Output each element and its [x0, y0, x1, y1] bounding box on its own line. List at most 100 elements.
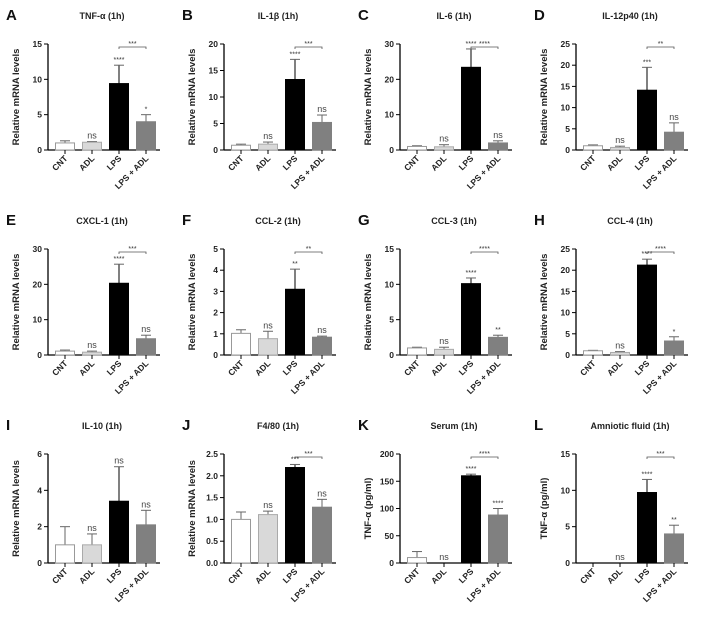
bracket-significance: ****	[479, 41, 490, 48]
panel-d: D IL-12p40 (1h) Relative mRNA levels 0 5 10 15…	[534, 7, 688, 191]
x-tick-label: ADL	[253, 153, 272, 172]
bracket-significance: ***	[128, 246, 136, 253]
y-tick-label: 3	[213, 286, 218, 296]
y-tick-label: 0.0	[206, 558, 218, 568]
bar-0	[55, 142, 75, 151]
y-tick-label: 1.0	[206, 514, 218, 524]
x-tick-label: CNT	[226, 358, 246, 378]
significance-label: ns	[493, 130, 503, 140]
x-tick-label: CNT	[578, 566, 598, 586]
x-tick-label: CNT	[402, 153, 422, 173]
y-tick-label: 50	[385, 531, 395, 541]
y-axis-label: Relative mRNA levels	[187, 460, 198, 557]
bar-1	[434, 348, 454, 356]
x-tick-label: ADL	[605, 358, 624, 377]
y-tick-label: 0	[565, 350, 570, 360]
bar-3	[136, 121, 156, 151]
panel-h: H CCL-4 (1h) Relative mRNA levels 0 5 10 15 20 2…	[534, 212, 688, 396]
significance-label: ****	[466, 466, 477, 473]
y-axis-label: Relative mRNA levels	[539, 254, 550, 351]
y-tick-label: 0	[37, 558, 42, 568]
y-tick-label: 10	[209, 92, 219, 102]
bar-0	[407, 557, 427, 564]
bracket-significance: ***	[656, 451, 664, 458]
significance-label: ****	[466, 270, 477, 277]
y-tick-label: 0	[389, 558, 394, 568]
y-tick-label: 0.5	[206, 536, 218, 546]
bar-2	[461, 475, 481, 564]
bracket-significance: ***	[304, 451, 312, 458]
bar-2	[637, 492, 657, 564]
significance-label: ns	[263, 320, 273, 330]
bar-3	[488, 514, 508, 564]
panel-letter: H	[534, 212, 545, 229]
y-tick-label: 2.0	[206, 471, 218, 481]
y-tick-label: 25	[561, 244, 571, 254]
y-axis-label: Relative mRNA levels	[11, 460, 22, 557]
significance-label: ****	[466, 41, 477, 48]
comparison-bracket	[470, 251, 499, 254]
y-tick-label: 20	[33, 279, 43, 289]
bar-0	[231, 518, 251, 564]
x-tick-label: LPS	[457, 358, 476, 377]
y-tick-label: 10	[385, 110, 395, 120]
comparison-bracket	[470, 456, 499, 459]
bar-0	[407, 347, 427, 356]
panel-title: F4/80 (1h)	[257, 421, 299, 431]
bar-2	[109, 282, 129, 356]
significance-label: ns	[317, 488, 327, 498]
x-tick-label: CNT	[50, 566, 70, 586]
x-tick-label: CNT	[402, 566, 422, 586]
significance-label: ****	[114, 256, 125, 263]
comparison-bracket	[118, 251, 147, 254]
y-tick-label: 1	[213, 329, 218, 339]
significance-label: ns	[615, 552, 625, 562]
y-tick-label: 15	[561, 449, 571, 459]
significance-label: **	[292, 261, 298, 268]
y-axis-label: Relative mRNA levels	[363, 254, 374, 351]
panel-title: CCL-4 (1h)	[607, 216, 653, 226]
x-tick-label: ADL	[77, 566, 96, 585]
panel-letter: J	[182, 417, 190, 434]
significance-label: ns	[439, 336, 449, 346]
bracket-significance: ****	[479, 246, 490, 253]
significance-label: ns	[263, 500, 273, 510]
significance-label: ns	[317, 104, 327, 114]
significance-label: ****	[493, 501, 504, 508]
bar-1	[258, 143, 278, 151]
x-tick-label: ADL	[77, 153, 96, 172]
y-axis-label: TNF-α (pg/ml)	[539, 478, 550, 540]
y-axis-label: TNF-α (pg/ml)	[363, 478, 374, 540]
significance-label: ns	[317, 325, 327, 335]
significance-label: ns	[114, 456, 124, 466]
bar-2	[285, 467, 305, 564]
panel-letter: K	[358, 417, 369, 434]
bar-0	[231, 144, 251, 151]
y-axis-label: Relative mRNA levels	[187, 49, 198, 146]
y-tick-label: 150	[380, 476, 394, 486]
bar-1	[258, 514, 278, 564]
y-tick-label: 5	[565, 522, 570, 532]
bracket-significance: ***	[128, 41, 136, 48]
bar-3	[136, 524, 156, 564]
panel-g: G CCL-3 (1h) Relative mRNA levels 0 5 10 15 CNT…	[358, 212, 512, 396]
x-tick-label: CNT	[226, 566, 246, 586]
significance-label: ns	[439, 134, 449, 144]
y-tick-label: 2	[37, 522, 42, 532]
y-tick-label: 15	[209, 66, 219, 76]
y-tick-label: 0	[565, 558, 570, 568]
panel-title: CCL-3 (1h)	[431, 216, 477, 226]
panel-title: IL-1β (1h)	[258, 11, 299, 21]
x-tick-label: CNT	[50, 358, 70, 378]
significance-label: **	[495, 327, 501, 334]
panel-letter: D	[534, 7, 545, 24]
x-tick-label: LPS	[281, 358, 300, 377]
significance-label: ns	[615, 341, 625, 351]
panel-f: F CCL-2 (1h) Relative mRNA levels 0 1 2 3 4 5 CNT…	[182, 212, 336, 396]
significance-label: ns	[87, 340, 97, 350]
x-tick-label: CNT	[578, 358, 598, 378]
y-tick-label: 0	[213, 350, 218, 360]
y-tick-label: 10	[561, 485, 571, 495]
significance-label: ***	[643, 59, 651, 66]
x-tick-label: CNT	[402, 358, 422, 378]
